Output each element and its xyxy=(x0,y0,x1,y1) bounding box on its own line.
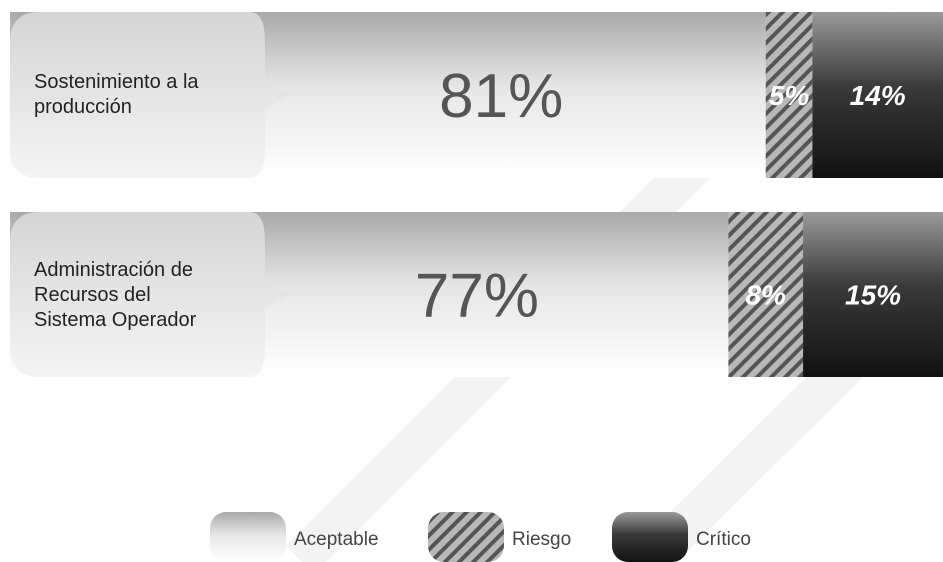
legend-swatch xyxy=(428,512,504,562)
legend-label: Riesgo xyxy=(512,529,571,550)
legend-label: Crítico xyxy=(696,529,751,550)
legend-swatch xyxy=(612,512,688,562)
value-label: 81% xyxy=(439,62,563,131)
category-label: Sostenimiento a la producción xyxy=(34,71,199,118)
value-label: 14% xyxy=(850,80,906,111)
value-label: 8% xyxy=(745,280,786,311)
category-bubble xyxy=(10,212,290,377)
value-label: 15% xyxy=(845,280,901,311)
legend-label: Aceptable xyxy=(294,529,379,550)
bar-segment xyxy=(728,212,804,377)
category-bubble xyxy=(10,12,290,178)
bar-segment xyxy=(803,212,943,377)
category-label: Administración de Recursos del Sistema O… xyxy=(34,258,197,331)
value-label: 77% xyxy=(415,262,539,331)
bar-segment xyxy=(765,12,813,178)
legend-swatch xyxy=(210,512,286,562)
value-label: 5% xyxy=(769,80,810,111)
bar-segment xyxy=(812,12,943,178)
